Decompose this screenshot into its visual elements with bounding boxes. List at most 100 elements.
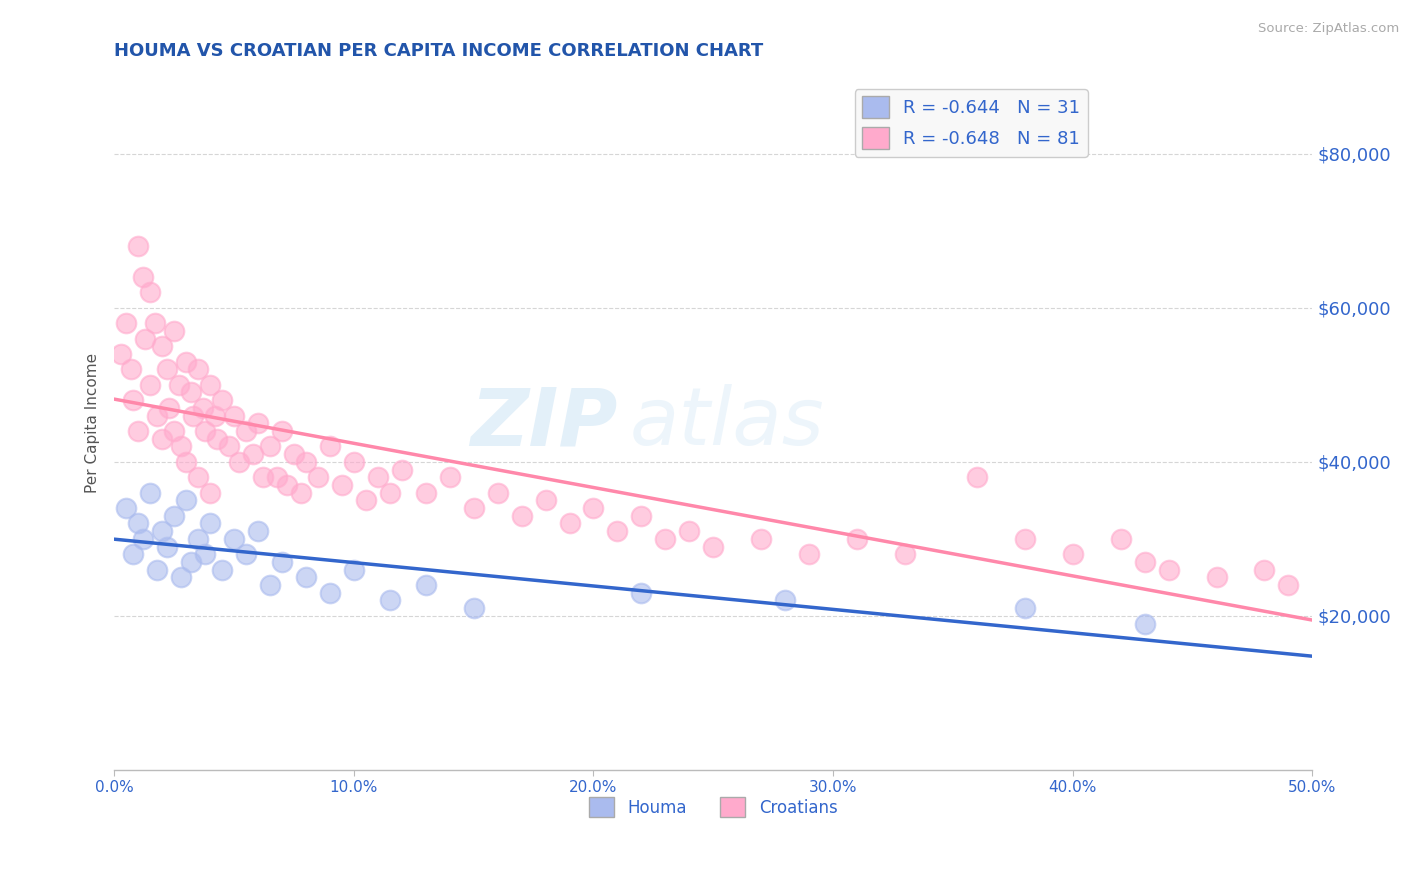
Point <box>378 485 401 500</box>
Point <box>558 516 581 531</box>
Point <box>150 339 173 353</box>
Point <box>198 485 221 500</box>
Point <box>174 455 197 469</box>
Point <box>966 470 988 484</box>
Point <box>654 532 676 546</box>
Point <box>415 578 437 592</box>
Point <box>115 316 138 330</box>
Point <box>146 563 169 577</box>
Point <box>1062 547 1084 561</box>
Point <box>894 547 917 561</box>
Point <box>127 424 149 438</box>
Point <box>211 393 233 408</box>
Point <box>198 516 221 531</box>
Point <box>187 532 209 546</box>
Point <box>246 417 269 431</box>
Point <box>198 377 221 392</box>
Point <box>163 508 186 523</box>
Point <box>259 439 281 453</box>
Point <box>167 377 190 392</box>
Point <box>463 501 485 516</box>
Point <box>1109 532 1132 546</box>
Point <box>150 432 173 446</box>
Point <box>228 455 250 469</box>
Point <box>1014 532 1036 546</box>
Point <box>156 540 179 554</box>
Point <box>222 532 245 546</box>
Point <box>235 424 257 438</box>
Point <box>115 501 138 516</box>
Point <box>246 524 269 538</box>
Point <box>1205 570 1227 584</box>
Point <box>630 586 652 600</box>
Point <box>170 570 193 584</box>
Point <box>127 516 149 531</box>
Text: atlas: atlas <box>630 384 824 462</box>
Point <box>439 470 461 484</box>
Point <box>307 470 329 484</box>
Legend: Houma, Croatians: Houma, Croatians <box>582 790 844 824</box>
Point <box>180 385 202 400</box>
Point <box>146 409 169 423</box>
Point <box>163 324 186 338</box>
Point <box>283 447 305 461</box>
Point <box>1157 563 1180 577</box>
Point <box>367 470 389 484</box>
Point <box>534 493 557 508</box>
Point <box>204 409 226 423</box>
Point <box>134 332 156 346</box>
Point <box>606 524 628 538</box>
Point <box>1277 578 1299 592</box>
Point <box>132 532 155 546</box>
Point <box>194 547 217 561</box>
Point <box>702 540 724 554</box>
Point <box>174 354 197 368</box>
Point <box>1133 616 1156 631</box>
Point <box>222 409 245 423</box>
Point <box>120 362 142 376</box>
Point <box>174 493 197 508</box>
Point <box>187 362 209 376</box>
Point <box>343 563 366 577</box>
Text: ZIP: ZIP <box>470 384 617 462</box>
Point <box>797 547 820 561</box>
Point <box>122 547 145 561</box>
Point <box>678 524 700 538</box>
Point <box>211 563 233 577</box>
Point <box>330 478 353 492</box>
Point <box>319 439 342 453</box>
Point <box>846 532 869 546</box>
Point <box>132 269 155 284</box>
Point <box>630 508 652 523</box>
Point <box>194 424 217 438</box>
Point <box>259 578 281 592</box>
Point <box>276 478 298 492</box>
Point <box>122 393 145 408</box>
Text: HOUMA VS CROATIAN PER CAPITA INCOME CORRELATION CHART: HOUMA VS CROATIAN PER CAPITA INCOME CORR… <box>114 42 763 60</box>
Point <box>150 524 173 538</box>
Point <box>290 485 312 500</box>
Point <box>157 401 180 415</box>
Point <box>127 239 149 253</box>
Point <box>181 409 204 423</box>
Point <box>187 470 209 484</box>
Point <box>139 485 162 500</box>
Point <box>510 508 533 523</box>
Point <box>139 377 162 392</box>
Point <box>343 455 366 469</box>
Point <box>378 593 401 607</box>
Point <box>207 432 229 446</box>
Point <box>218 439 240 453</box>
Point <box>271 555 294 569</box>
Point <box>235 547 257 561</box>
Point <box>415 485 437 500</box>
Y-axis label: Per Capita Income: Per Capita Income <box>86 353 100 493</box>
Point <box>242 447 264 461</box>
Point <box>1014 601 1036 615</box>
Point <box>463 601 485 615</box>
Point <box>180 555 202 569</box>
Point <box>582 501 605 516</box>
Point <box>156 362 179 376</box>
Point <box>749 532 772 546</box>
Point <box>295 455 318 469</box>
